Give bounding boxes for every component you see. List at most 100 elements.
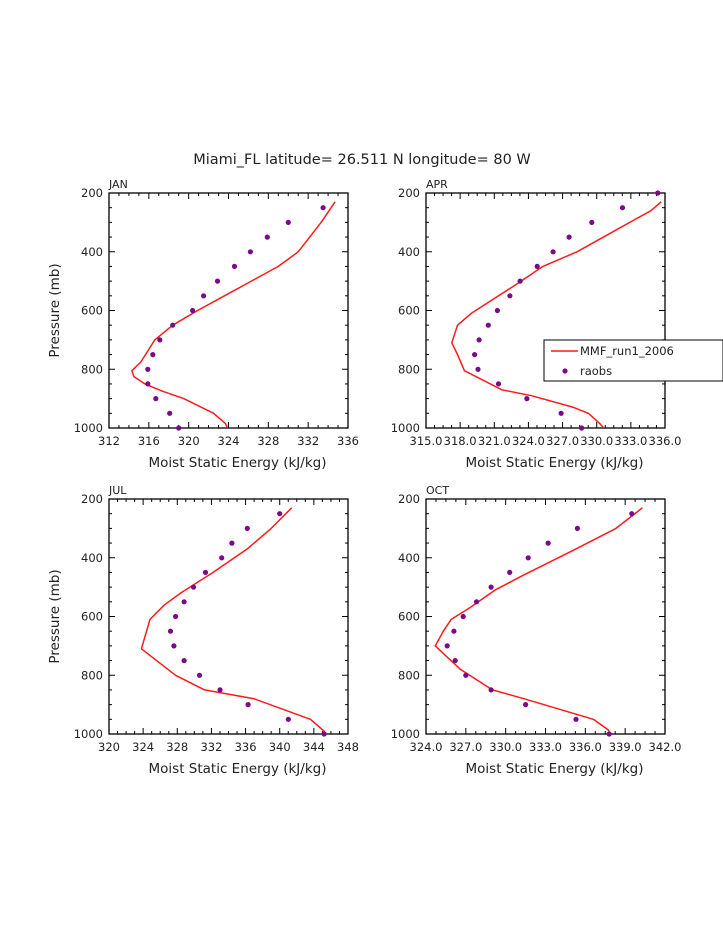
raob-point bbox=[534, 263, 540, 269]
raob-point bbox=[247, 249, 253, 255]
plot-frame bbox=[108, 192, 349, 429]
y-tick-label: 800 bbox=[398, 362, 420, 376]
model-profile-line bbox=[451, 201, 662, 428]
raob-point bbox=[573, 716, 579, 722]
x-tick-label: 327.0 bbox=[449, 740, 482, 754]
x-tick-label: 318.0 bbox=[444, 434, 477, 448]
raob-point bbox=[217, 687, 223, 693]
model-profile-line bbox=[131, 201, 336, 428]
x-tick-label: 320 bbox=[98, 740, 120, 754]
y-tick-label: 200 bbox=[398, 492, 420, 506]
y-axis-label: Pressure (mb) bbox=[47, 263, 63, 357]
raob-point bbox=[229, 540, 235, 546]
raob-point bbox=[524, 396, 530, 402]
x-tick-label: 312 bbox=[98, 434, 120, 448]
raob-point bbox=[176, 425, 182, 431]
raob-point bbox=[574, 525, 581, 532]
x-tick-label: 336 bbox=[235, 740, 257, 754]
raob-point bbox=[245, 702, 251, 708]
raob-point bbox=[619, 205, 626, 211]
y-tick-label: 400 bbox=[81, 245, 103, 259]
raob-point bbox=[196, 672, 203, 678]
raob-point bbox=[181, 599, 187, 605]
x-tick-label: 333.0 bbox=[529, 740, 562, 754]
y-tick-label: 1000 bbox=[391, 727, 420, 741]
panel-jul: JUL 320 324 328 332 336 340 344 348 200 400 600 800 1… bbox=[47, 484, 359, 777]
raob-point bbox=[150, 352, 156, 358]
panel-jan: JAN 312 316 320 324 328 332 336 200 400 600 800 1000… bbox=[47, 178, 359, 471]
y-tick-label: 400 bbox=[398, 245, 420, 259]
raob-point bbox=[277, 511, 283, 517]
raob-point bbox=[170, 322, 176, 328]
raob-point bbox=[451, 628, 457, 634]
figure-title: Miami_FL latitude= 26.511 N longitude= 8… bbox=[193, 152, 531, 168]
raob-point bbox=[444, 643, 450, 649]
panel-label: OCT bbox=[426, 484, 449, 497]
raob-point bbox=[321, 731, 327, 737]
panel-label: JUL bbox=[108, 484, 127, 497]
raob-point bbox=[494, 307, 500, 314]
x-tick-label: 340 bbox=[269, 740, 291, 754]
y-tick-label: 800 bbox=[81, 362, 103, 376]
raob-point bbox=[202, 569, 209, 576]
y-tick-label: 600 bbox=[81, 610, 103, 624]
raob-point bbox=[475, 366, 481, 372]
x-tick-label: 321.0 bbox=[478, 434, 511, 448]
raob-point bbox=[145, 366, 151, 372]
y-axis-label: Pressure (mb) bbox=[47, 569, 63, 663]
raob-point bbox=[320, 205, 326, 211]
raob-point bbox=[507, 569, 513, 576]
raob-point bbox=[167, 410, 173, 416]
x-tick-label: 332 bbox=[200, 740, 222, 754]
raob-point bbox=[523, 702, 529, 708]
x-tick-label: 336.0 bbox=[569, 740, 602, 754]
raob-point bbox=[285, 716, 291, 722]
y-tick-label: 800 bbox=[81, 668, 103, 682]
x-tick-label: 344 bbox=[303, 740, 325, 754]
raob-point bbox=[190, 307, 196, 314]
y-tick-label: 600 bbox=[398, 610, 420, 624]
raob-point bbox=[219, 555, 225, 561]
raob-point bbox=[589, 219, 595, 225]
raob-point bbox=[495, 381, 502, 387]
raob-point bbox=[244, 525, 250, 532]
x-tick-label: 339.0 bbox=[609, 740, 642, 754]
raob-point bbox=[201, 293, 207, 299]
x-tick-label: 336 bbox=[337, 434, 359, 448]
y-tick-label: 400 bbox=[81, 551, 103, 565]
raob-point bbox=[525, 555, 531, 561]
model-profile-line bbox=[434, 507, 643, 734]
raob-point bbox=[145, 381, 151, 387]
raob-point bbox=[507, 293, 513, 299]
raob-point bbox=[214, 278, 221, 284]
raob-point bbox=[550, 249, 556, 255]
raob-point bbox=[153, 396, 159, 402]
x-tick-label: 336.0 bbox=[649, 434, 682, 448]
panel-oct: OCT 324.0 327.0 330.0 333.0 336.0 339.0 342.0 20… bbox=[391, 484, 682, 777]
panel-label: JAN bbox=[108, 178, 128, 191]
x-tick-label: 328 bbox=[257, 434, 279, 448]
model-profile-line bbox=[140, 507, 327, 734]
raob-point bbox=[190, 584, 197, 590]
raob-point bbox=[264, 234, 270, 240]
legend-obs-label: raobs bbox=[580, 364, 612, 378]
x-tick-label: 324.0 bbox=[410, 740, 443, 754]
raob-point bbox=[231, 263, 238, 269]
plot-frame bbox=[108, 498, 349, 735]
y-tick-label: 1000 bbox=[74, 421, 103, 435]
raob-point bbox=[476, 337, 482, 343]
y-tick-label: 400 bbox=[398, 551, 420, 565]
raob-point bbox=[629, 511, 635, 517]
panels: JAN 312 316 320 324 328 332 336 200 400 600 800 1000… bbox=[47, 178, 681, 777]
x-tick-label: 315.0 bbox=[410, 434, 443, 448]
y-tick-label: 1000 bbox=[391, 421, 420, 435]
x-tick-label: 342.0 bbox=[649, 740, 682, 754]
x-tick-label: 324 bbox=[218, 434, 240, 448]
x-tick-label: 324 bbox=[132, 740, 154, 754]
raob-point bbox=[472, 352, 478, 358]
y-tick-label: 200 bbox=[81, 186, 103, 200]
raob-point bbox=[173, 613, 179, 620]
legend-box bbox=[543, 339, 723, 382]
raob-point bbox=[485, 322, 491, 328]
